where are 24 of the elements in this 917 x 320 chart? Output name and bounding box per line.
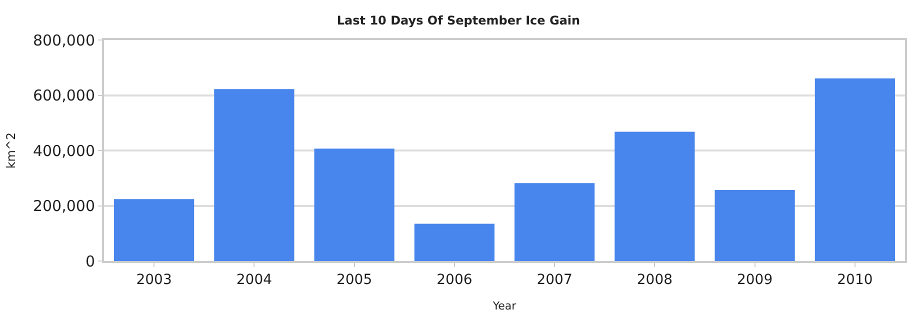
y-tick-label: 400,000 [32, 142, 95, 160]
y-tick-label: 600,000 [32, 86, 95, 104]
x-tick-label: 2004 [236, 272, 272, 288]
x-tick-label: 2010 [837, 272, 873, 288]
bar [814, 78, 895, 261]
x-tick-label: 2009 [736, 272, 773, 288]
bar [214, 89, 294, 261]
y-tick-label: 0 [85, 252, 95, 270]
x-tick-label: 2008 [636, 272, 673, 288]
y-tick-label: 800,000 [32, 31, 95, 50]
bar [314, 148, 394, 261]
bar [514, 183, 595, 261]
x-axis-title: Year [492, 300, 517, 312]
y-tick-label: 200,000 [32, 197, 95, 215]
x-tick-label: 2006 [436, 272, 472, 288]
bar [114, 199, 194, 261]
x-tick-label: 2005 [336, 272, 372, 288]
bar [414, 224, 494, 261]
y-axis-title: km^2 [4, 132, 18, 169]
chart-title: Last 10 Days Of September Ice Gain [336, 13, 580, 28]
bar [714, 190, 795, 261]
bar [614, 132, 695, 261]
x-tick-label: 2003 [136, 272, 172, 288]
x-tick-label: 2007 [536, 272, 572, 288]
